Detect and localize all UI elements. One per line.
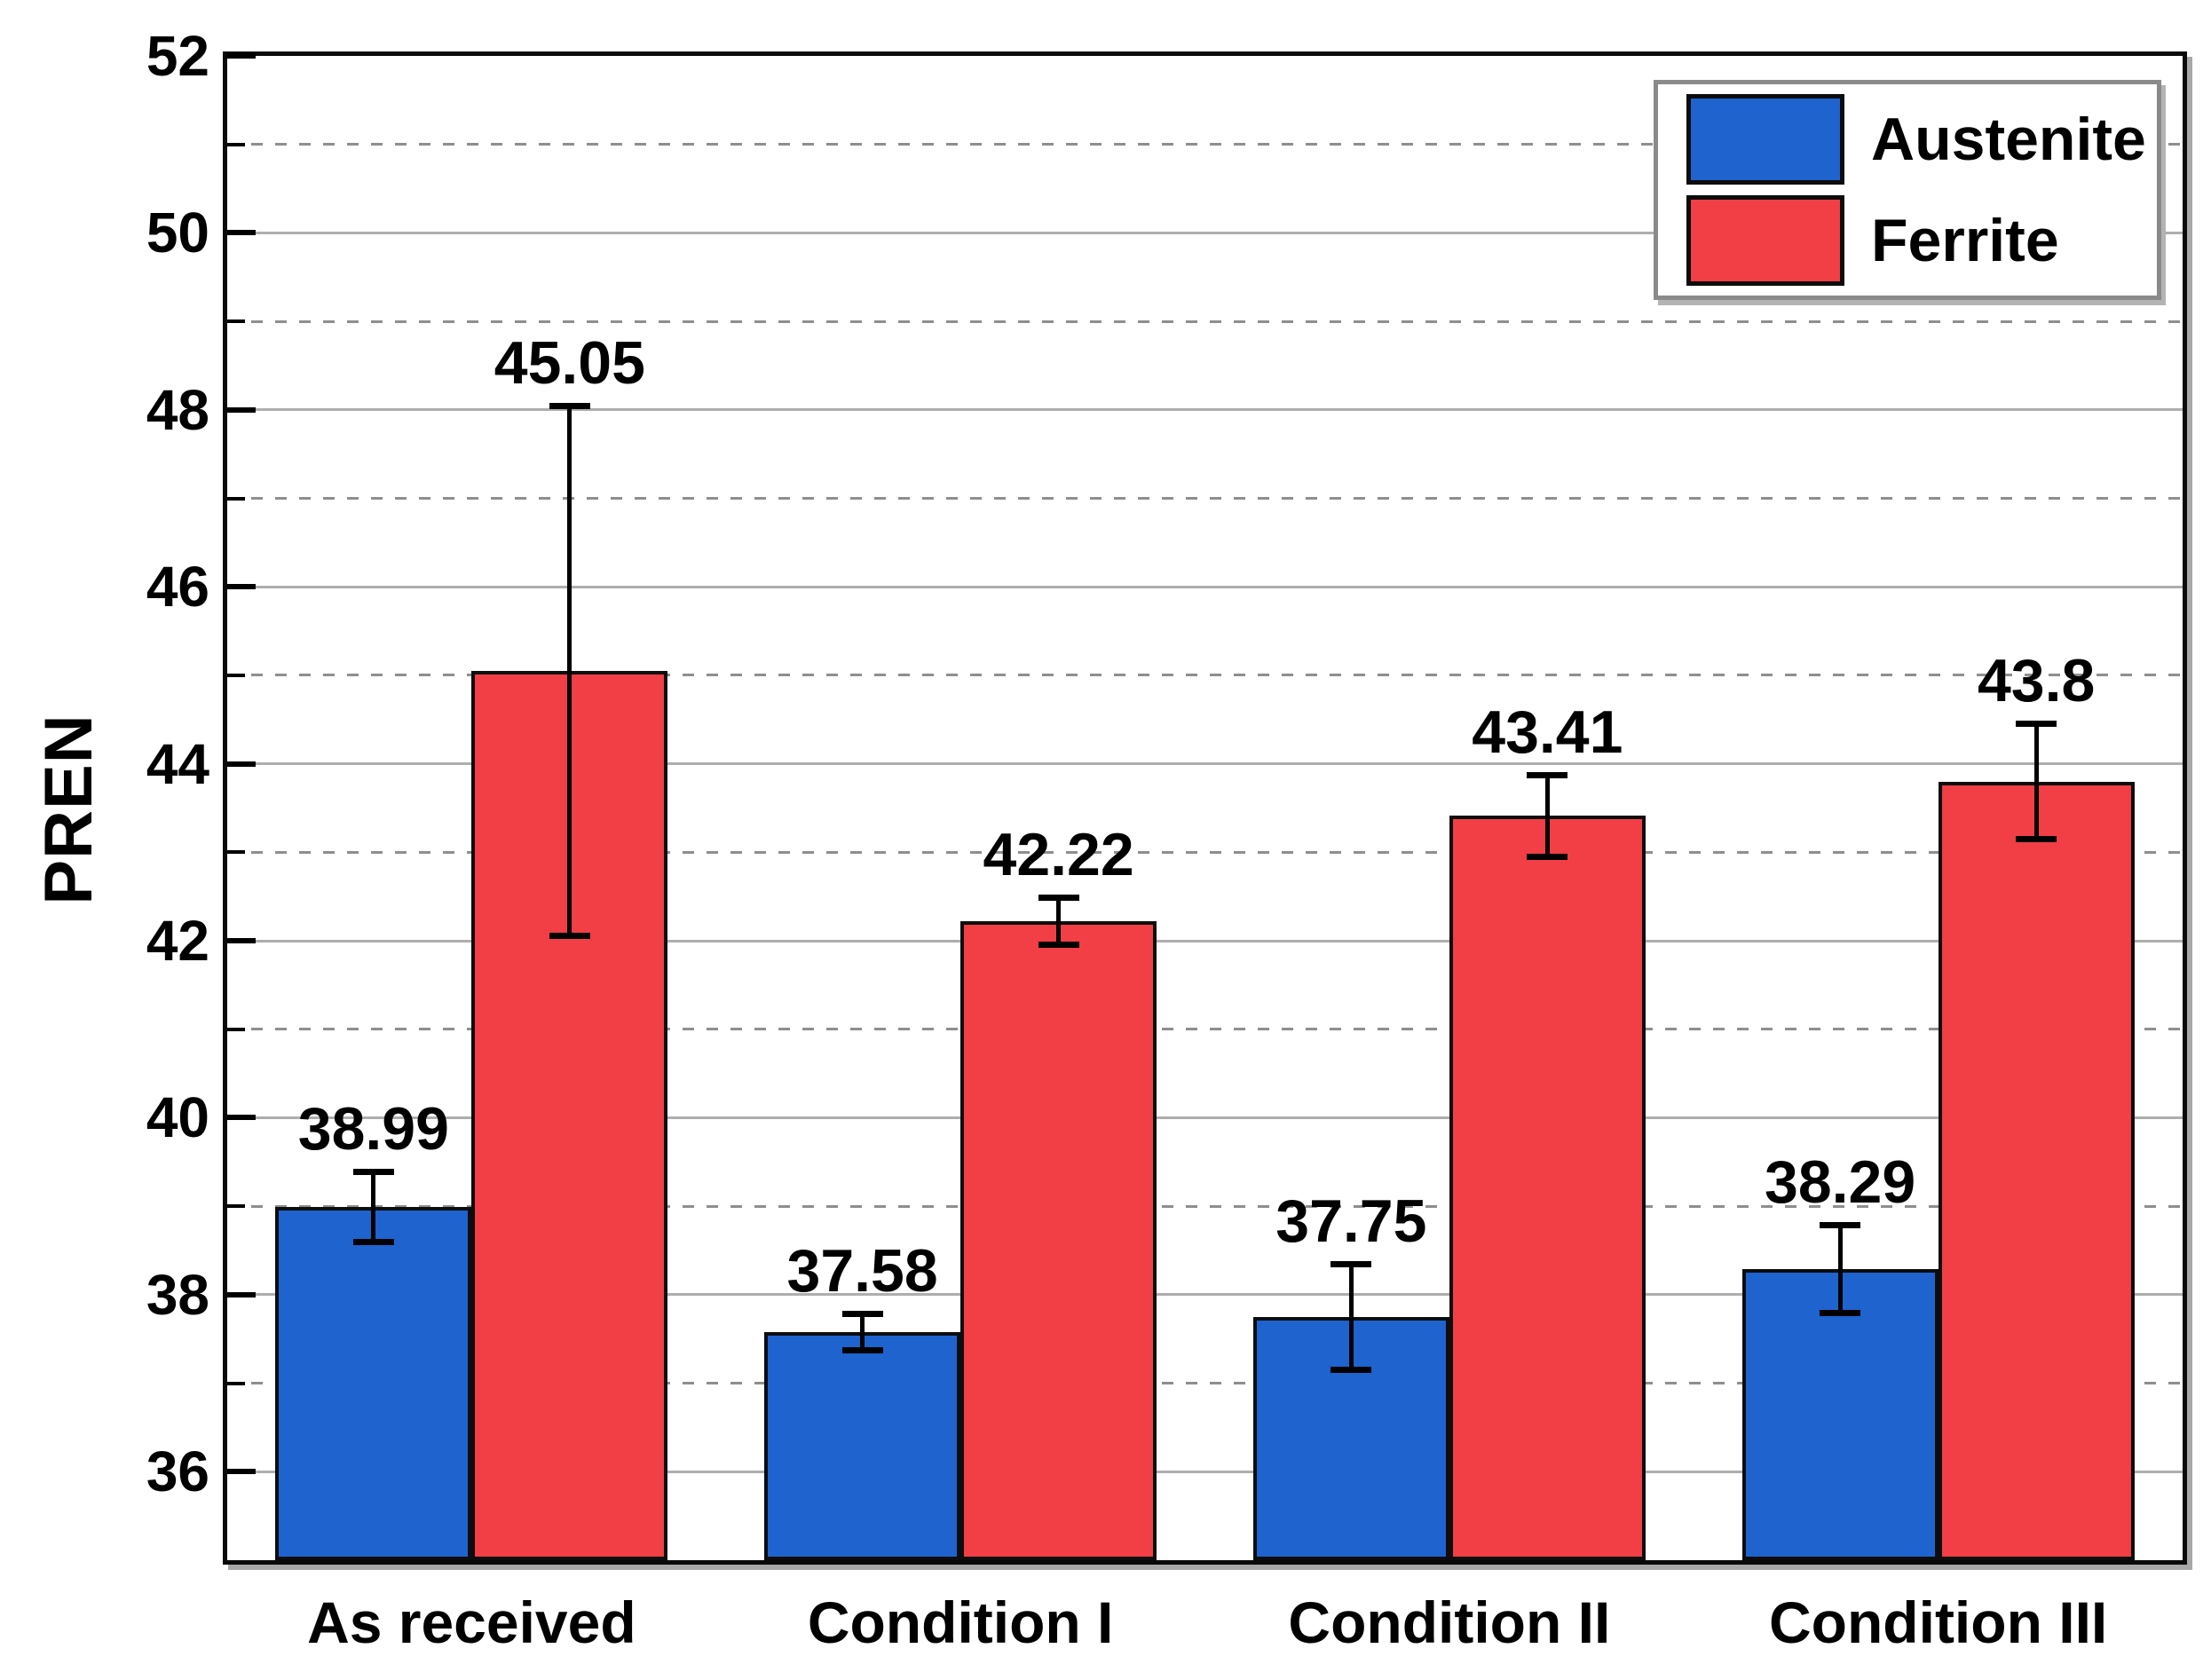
legend-item-austenite: Austenite [1686, 94, 2157, 185]
y-minor-tick [227, 1381, 245, 1385]
y-major-tick [227, 406, 256, 413]
legend: Austenite Ferrite [1654, 80, 2161, 300]
y-tick-label: 42 [146, 909, 209, 974]
minor-gridline [227, 674, 2183, 677]
y-tick-label: 44 [146, 731, 209, 796]
y-minor-tick [227, 496, 245, 501]
y-minor-tick [227, 1027, 245, 1031]
y-major-tick [227, 761, 256, 767]
minor-gridline [227, 1028, 2183, 1031]
value-label: 38.99 [297, 1095, 449, 1163]
y-tick-label: 40 [146, 1085, 209, 1150]
error-bar-cap-top [1820, 1222, 1861, 1229]
legend-label-ferrite: Ferrite [1871, 207, 2059, 274]
y-tick-label: 50 [146, 201, 209, 265]
error-bar-cap-bottom [1820, 1309, 1861, 1316]
major-gridline [227, 408, 2183, 412]
value-label: 38.29 [1765, 1148, 1916, 1217]
error-bar-cap-top [1038, 895, 1079, 902]
major-gridline [227, 585, 2183, 588]
plot-area: 38.99 45.05 37.58 42.22 37.75 43.41 38.29 43.8 [223, 51, 2187, 1565]
value-label: 43.41 [1472, 698, 1623, 766]
y-major-tick [227, 53, 256, 59]
y-tick-label: 38 [146, 1262, 209, 1327]
y-major-tick [227, 230, 256, 236]
error-bar-cap-top [2016, 720, 2057, 727]
error-bar-cap-bottom [841, 1346, 883, 1353]
error-bar [1056, 897, 1062, 946]
bar-austenite-0 [275, 1207, 472, 1560]
bar-austenite-3 [1741, 1268, 1939, 1560]
y-tick-label: 52 [146, 24, 209, 88]
error-bar [2033, 722, 2039, 840]
y-tick-label: 46 [146, 555, 209, 619]
bar-ferrite-3 [1938, 781, 2135, 1560]
error-bar-cap-top [1527, 771, 1568, 778]
major-gridline [227, 1293, 2183, 1297]
y-tick-label: 36 [146, 1439, 209, 1504]
minor-gridline [227, 143, 2183, 146]
y-major-tick [227, 938, 256, 944]
value-label: 43.8 [1977, 646, 2096, 714]
error-bar-cap-top [1331, 1260, 1372, 1267]
y-minor-tick [227, 319, 245, 324]
category-label: Condition II [1288, 1589, 1611, 1655]
error-bar [1837, 1225, 1843, 1313]
error-bar [567, 405, 572, 937]
y-tick-label: 48 [146, 377, 209, 442]
value-label: 37.75 [1275, 1187, 1427, 1255]
bar-austenite-1 [764, 1331, 961, 1560]
bar-ferrite-2 [1449, 816, 1646, 1560]
y-minor-tick [227, 850, 245, 855]
legend-swatch-austenite [1686, 94, 1844, 185]
legend-label-austenite: Austenite [1871, 106, 2146, 173]
y-major-tick [227, 1469, 256, 1475]
error-bar [371, 1171, 376, 1243]
error-bar-cap-bottom [549, 933, 590, 940]
y-major-tick [227, 1291, 256, 1297]
y-minor-tick [227, 673, 245, 677]
minor-gridline [227, 1382, 2183, 1385]
error-bar [1348, 1263, 1354, 1370]
value-label: 42.22 [983, 821, 1134, 889]
category-label: As received [307, 1589, 636, 1655]
error-bar-cap-bottom [2016, 836, 2057, 843]
value-label: 37.58 [786, 1236, 938, 1305]
y-minor-tick [227, 1204, 245, 1209]
major-gridline [227, 231, 2183, 234]
error-bar-cap-bottom [352, 1239, 394, 1246]
error-bar [860, 1313, 865, 1351]
y-minor-tick [227, 142, 245, 146]
minor-gridline [227, 850, 2183, 854]
bar-ferrite-1 [960, 921, 1157, 1560]
error-bar-cap-top [352, 1169, 394, 1176]
minor-gridline [227, 319, 2183, 323]
error-bar-cap-bottom [1038, 942, 1079, 949]
y-major-tick [227, 584, 256, 590]
category-label: Condition I [807, 1589, 1114, 1655]
error-bar-cap-top [549, 402, 590, 409]
error-bar-cap-top [841, 1310, 883, 1317]
legend-item-ferrite: Ferrite [1686, 195, 2157, 286]
major-gridline [227, 1116, 2183, 1119]
error-bar [1544, 774, 1550, 858]
error-bar-cap-bottom [1527, 854, 1568, 861]
category-label: Condition III [1769, 1589, 2108, 1655]
legend-swatch-ferrite [1686, 195, 1844, 286]
value-label: 45.05 [494, 328, 645, 397]
major-gridline [227, 762, 2183, 766]
major-gridline [227, 1470, 2183, 1473]
minor-gridline [227, 497, 2183, 501]
minor-gridline [227, 1204, 2183, 1208]
y-major-tick [227, 1115, 256, 1121]
major-gridline [227, 939, 2183, 943]
error-bar-cap-bottom [1331, 1366, 1372, 1373]
